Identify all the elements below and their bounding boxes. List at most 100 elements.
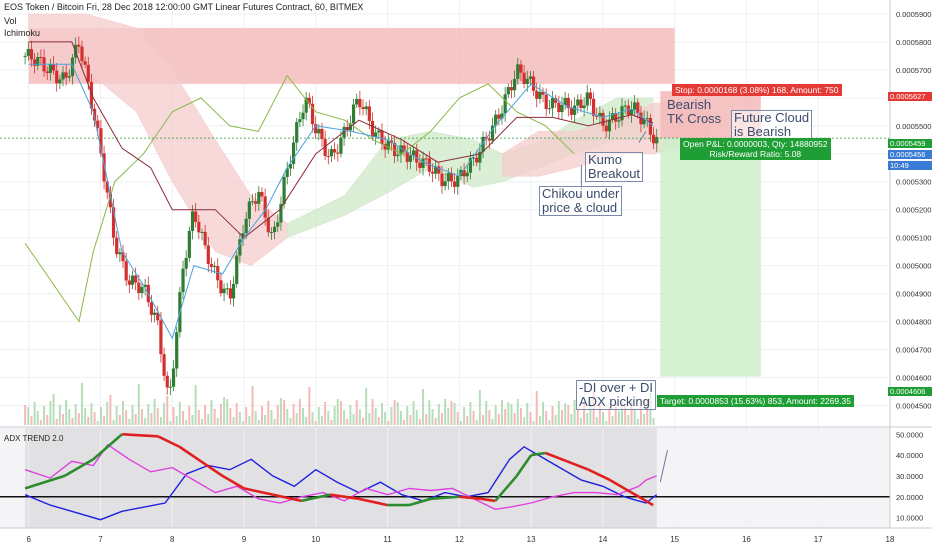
target-label[interactable]: Target: 0.0000853 (15.63%) 853, Amount: … xyxy=(657,395,854,407)
candle-body xyxy=(127,280,131,285)
adx-line-segment xyxy=(329,493,360,501)
bearish-tk-cross-annotation: Bearish TK Cross xyxy=(667,97,722,126)
candle-body xyxy=(317,128,321,134)
volume-bar xyxy=(131,405,134,425)
candle-body xyxy=(358,98,362,108)
volume-bar xyxy=(633,410,636,425)
volume-bar xyxy=(589,399,592,425)
volume-bar xyxy=(500,400,503,425)
volume-bar xyxy=(475,420,478,425)
candle-body xyxy=(399,145,403,155)
adx-line-segment xyxy=(494,475,518,502)
volume-bar xyxy=(27,407,30,425)
adx-tick-label: 20.0000 xyxy=(896,493,923,502)
candle-body xyxy=(67,76,71,78)
candle-body xyxy=(115,237,119,255)
volume-bar xyxy=(166,396,169,425)
volume-bar xyxy=(128,419,131,425)
candle-body xyxy=(260,192,264,197)
volume-bar xyxy=(346,419,349,425)
volume-bar xyxy=(380,403,383,425)
candle-body xyxy=(595,115,599,117)
candle-body xyxy=(396,154,400,157)
time-tick-label: 7 xyxy=(98,535,103,544)
candle-body xyxy=(434,166,438,174)
time-tick-label: 9 xyxy=(242,535,247,544)
volume-bar xyxy=(286,409,289,425)
volume-bar xyxy=(570,414,573,425)
candle-body xyxy=(235,255,239,284)
candle-body xyxy=(487,138,491,141)
volume-bar xyxy=(327,411,330,425)
adx-line-segment xyxy=(566,460,590,471)
candle-body xyxy=(336,152,340,154)
volume-bar xyxy=(292,404,295,425)
candle-body xyxy=(541,91,545,95)
candle-body xyxy=(560,104,564,113)
candle-body xyxy=(149,302,154,315)
volume-bar xyxy=(598,403,601,425)
candle-body xyxy=(554,98,558,103)
volume-bar xyxy=(279,398,282,425)
candle-body xyxy=(326,155,330,157)
adx-line-segment xyxy=(358,497,388,507)
volume-bar xyxy=(368,413,371,425)
adx-line-segment xyxy=(609,478,633,494)
candle-body xyxy=(468,157,473,173)
adx-line-segment xyxy=(157,435,181,448)
volume-bar xyxy=(519,408,522,425)
candle-body xyxy=(137,282,141,294)
price-tick-label: 0.0005800 xyxy=(896,38,931,47)
volume-bar xyxy=(298,399,301,425)
candle-body xyxy=(411,150,416,156)
volume-bar xyxy=(387,421,390,425)
candle-body xyxy=(257,192,261,204)
candle-body xyxy=(213,266,217,268)
candle-body xyxy=(610,113,615,120)
open-pl-text: Open P&L: 0.0000003, Qty: 14880952 xyxy=(683,139,828,149)
candle-body xyxy=(383,144,387,150)
candle-body xyxy=(48,64,52,74)
stop-label[interactable]: Stop: 0.0000168 (3.08%) 168, Amount: 750 xyxy=(672,84,842,96)
candle-body xyxy=(216,266,220,281)
candle-body xyxy=(263,196,267,218)
time-tick-label: 13 xyxy=(527,535,536,544)
volume-bar xyxy=(403,420,406,425)
candle-body xyxy=(361,107,365,110)
volume-bar xyxy=(169,421,172,425)
candle-body xyxy=(576,99,580,106)
price-tick-label: 0.0004900 xyxy=(896,290,931,299)
volume-bar xyxy=(418,419,421,425)
volume-bar xyxy=(466,416,469,425)
candle-body xyxy=(301,112,305,120)
candle-body xyxy=(519,64,523,73)
volume-bar xyxy=(358,409,361,425)
volume-bar xyxy=(557,401,560,425)
volume-bar xyxy=(223,397,226,425)
volume-bar xyxy=(639,405,642,425)
candle-body xyxy=(105,181,109,193)
candle-body xyxy=(418,162,422,168)
volume-bar xyxy=(219,404,222,425)
volume-bar xyxy=(554,415,557,425)
candle-body xyxy=(197,221,201,233)
volume-bar xyxy=(428,400,431,425)
volume-bar xyxy=(194,385,197,425)
candle-body xyxy=(427,158,431,172)
volume-bar xyxy=(377,417,380,425)
adx-tick-label: 50.0000 xyxy=(896,430,923,439)
volume-bar xyxy=(153,399,156,425)
volume-bar xyxy=(450,401,453,425)
open-pl-label[interactable]: Open P&L: 0.0000003, Qty: 14880952 Risk/… xyxy=(680,138,831,160)
volume-bar xyxy=(431,409,434,425)
volume-bar xyxy=(229,408,232,425)
candle-body xyxy=(121,252,125,262)
candle-body xyxy=(497,114,501,119)
candle-body xyxy=(320,128,324,140)
volume-bar xyxy=(393,400,396,425)
volume-bar xyxy=(396,402,399,425)
volume-bar xyxy=(109,395,112,425)
volume-bar xyxy=(276,405,279,425)
candle-body xyxy=(307,97,311,104)
